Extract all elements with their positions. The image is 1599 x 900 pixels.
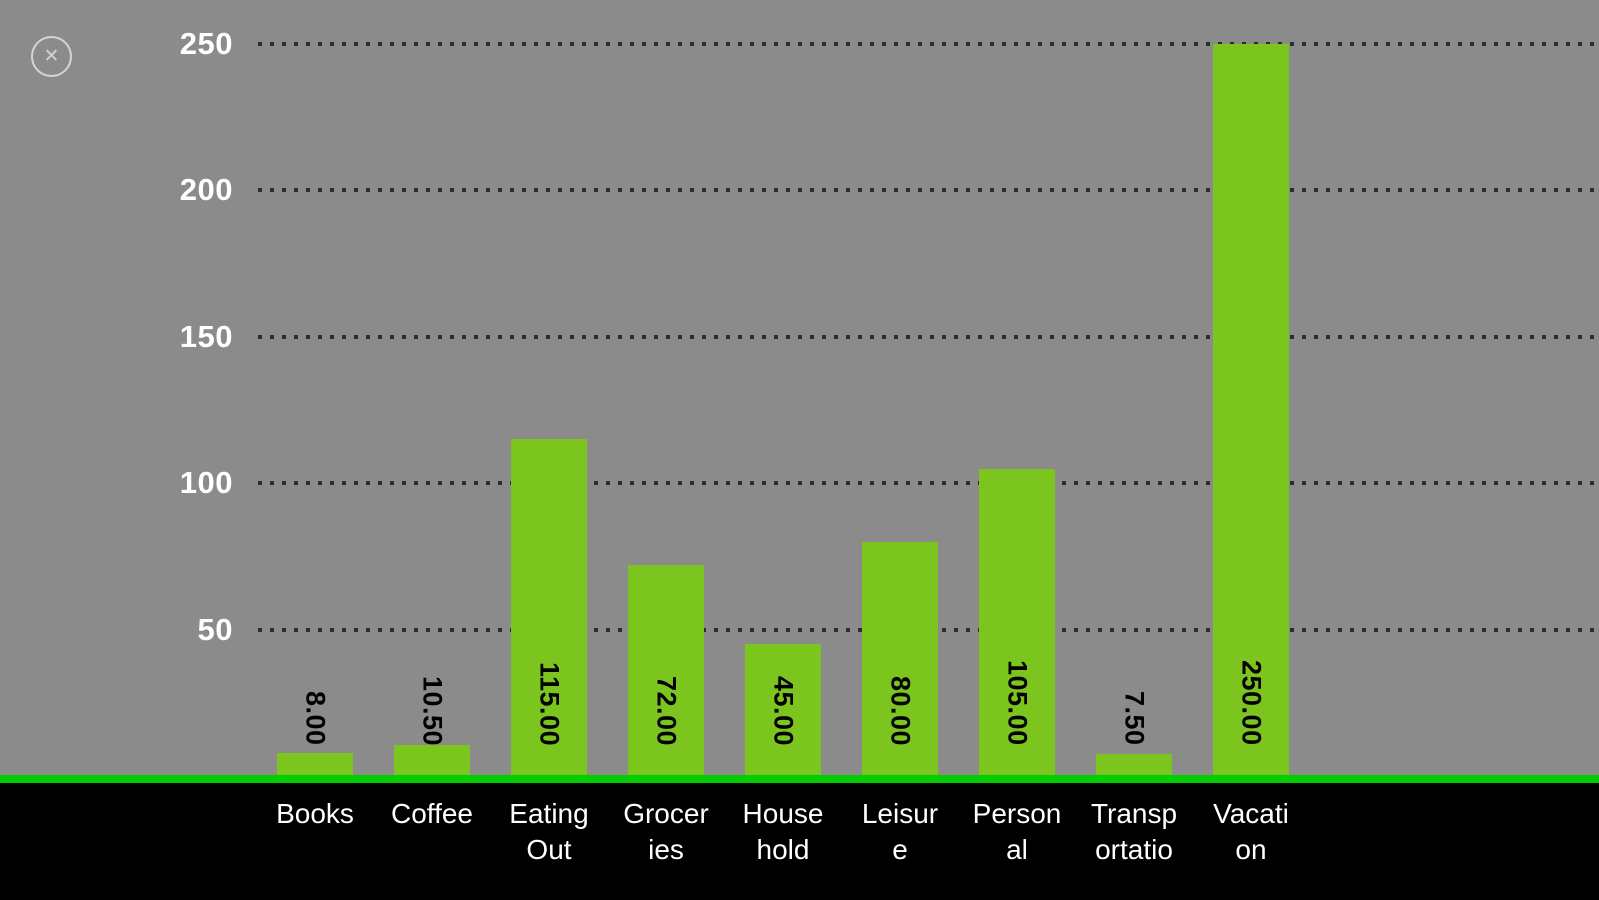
x-axis-baseline (0, 775, 1599, 783)
x-axis-category-leisure: Leisur e (861, 798, 939, 865)
bar-leisure: 80.00 (862, 0, 938, 783)
bar-books: 8.00 (277, 0, 353, 783)
y-axis-tick-label: 100 (179, 465, 233, 500)
bar-value-label: 10.50 (417, 675, 448, 746)
bar-eating-out: 115.00 (511, 0, 587, 783)
bar-rect-personal[interactable] (979, 469, 1055, 776)
y-axis-tick-label: 150 (179, 319, 233, 354)
close-button[interactable]: ✕ (31, 36, 72, 77)
bar-value-label: 105.00 (1002, 660, 1033, 746)
gridline (258, 42, 1599, 46)
bar-rect-books[interactable] (277, 753, 353, 776)
bar-value-label: 250.00 (1236, 660, 1267, 746)
bar-rect-coffee[interactable] (394, 745, 470, 776)
bar-value-label: 7.50 (1119, 691, 1150, 746)
x-axis-category-transportation: Transp ortatio (1090, 798, 1178, 865)
bar-rect-eating-out[interactable] (511, 439, 587, 776)
bar-rect-household[interactable] (745, 644, 821, 776)
bar-rect-leisure[interactable] (862, 542, 938, 776)
gridline (258, 481, 1599, 485)
gridline (258, 335, 1599, 339)
x-axis-category-books: Books (276, 798, 354, 829)
chart-plot-area: 250 200 150 100 50 8.00 10.50 (0, 0, 1599, 783)
bar-value-label: 80.00 (885, 675, 916, 746)
bar-rect-groceries[interactable] (628, 565, 704, 776)
bar-vacation: 250.00 (1213, 0, 1289, 783)
bar-rect-vacation[interactable] (1213, 44, 1289, 776)
y-axis-tick-label: 200 (179, 172, 233, 207)
bar-coffee: 10.50 (394, 0, 470, 783)
close-icon: ✕ (43, 46, 60, 67)
x-axis-category-groceries: Grocer ies (623, 798, 709, 865)
x-axis-category-household: House hold (742, 798, 824, 865)
bar-value-label: 8.00 (300, 691, 331, 746)
bar-value-label: 115.00 (534, 661, 565, 746)
x-axis-category-personal: Person al (972, 798, 1062, 865)
bar-rect-transportation[interactable] (1096, 754, 1172, 776)
bar-household: 45.00 (745, 0, 821, 783)
gridline (258, 188, 1599, 192)
x-axis-category-coffee: Coffee (391, 798, 473, 829)
bar-value-label: 72.00 (651, 675, 682, 746)
x-axis-category-vacation: Vacati on (1213, 798, 1289, 865)
bar-personal: 105.00 (979, 0, 1055, 783)
bar-groceries: 72.00 (628, 0, 704, 783)
bar-value-label: 45.00 (768, 675, 799, 746)
y-axis-tick-label: 250 (179, 26, 233, 61)
x-axis-label-band: Books Coffee Eating Out Grocer ies House… (0, 783, 1599, 900)
y-axis-tick-label: 50 (197, 612, 233, 647)
bar-transportation: 7.50 (1096, 0, 1172, 783)
x-axis-category-eating-out: Eating Out (509, 798, 589, 865)
